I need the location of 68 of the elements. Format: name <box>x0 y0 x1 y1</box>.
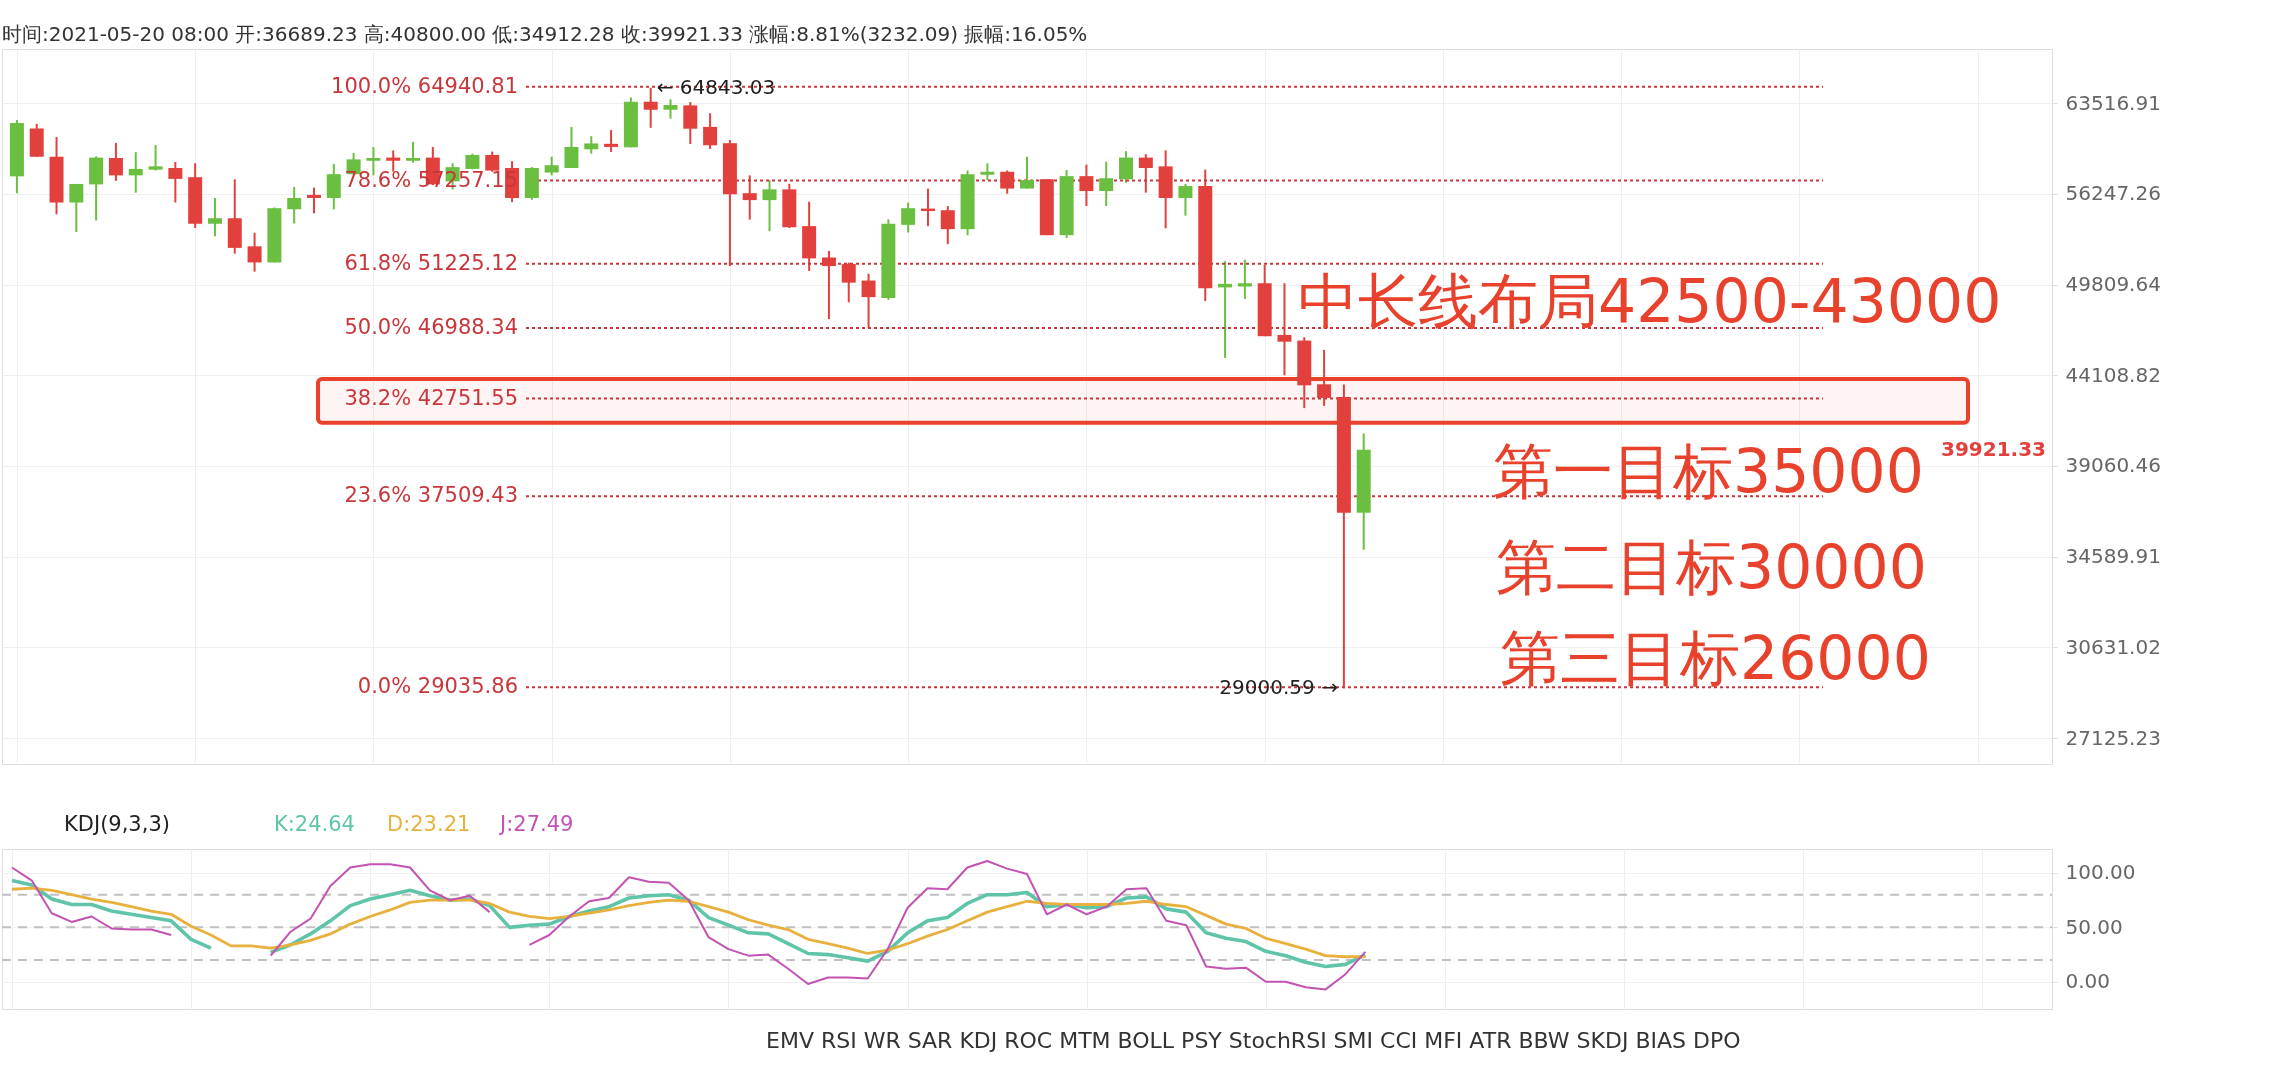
ref-line-label: 38.2% 42751.55 <box>344 385 518 410</box>
y-tick-label: 30631.02 <box>2065 634 2161 659</box>
text: J:27.49 <box>498 812 574 836</box>
y-tick-label: 39060.46 <box>2065 453 2161 478</box>
ref-line-label: 50.0% 46988.34 <box>344 315 518 340</box>
candlestick <box>485 150 500 173</box>
candlestick <box>406 140 421 164</box>
candlestick <box>703 112 718 150</box>
annotation: 第二目标30000 <box>1496 531 1927 602</box>
candlestick <box>1237 258 1252 300</box>
y-tick-label: 34589.91 <box>2065 544 2161 569</box>
candlestick <box>663 98 678 120</box>
candlestick <box>821 249 836 321</box>
candlestick <box>564 125 579 170</box>
y-tick-label: 27125.23 <box>2065 725 2161 750</box>
y-tick-label: 44108.82 <box>2065 362 2161 387</box>
candlestick <box>901 201 916 234</box>
candlestick <box>1079 163 1094 208</box>
annotation: 第三目标26000 <box>1500 623 1931 694</box>
candlestick <box>1099 160 1114 208</box>
candlestick <box>762 179 777 233</box>
candlestick <box>148 144 163 172</box>
candlestick <box>1000 169 1015 195</box>
candlestick <box>1119 150 1134 184</box>
ref-line-label: 61.8% 51225.12 <box>344 250 518 275</box>
line-series <box>10 886 1367 959</box>
y-tick-label: 50.00 <box>2065 914 2123 939</box>
candlestick <box>544 155 559 177</box>
candlestick <box>940 205 955 246</box>
annotation: 中长线布局42500-43000 <box>1298 265 2002 336</box>
text: EMV RSI WR SAR KDJ ROC MTM BOLL PSY StochRSI SMI CCI MFI ATR BBW SKDJ BIAS DPO <box>766 1028 1741 1053</box>
candlestick <box>168 161 183 204</box>
y-tick-label: 49809.64 <box>2065 272 2161 297</box>
ref-line-label: 23.6% 37509.43 <box>344 483 518 508</box>
candlestick <box>604 128 619 153</box>
candlestick <box>643 86 658 129</box>
text: D:23.21 <box>387 812 471 836</box>
text: 时间:2021-05-20 08:00 开:36689.23 高:40800.00 低:34912.28 收:39921.33 涨幅:8.81%(3232.09) 振幅:16.05% <box>2 22 1088 46</box>
candlestick <box>1317 348 1332 407</box>
candlestick <box>841 261 856 304</box>
legend-title: KDJ(9,3,3) <box>64 812 170 836</box>
y-tick-label: 0.00 <box>2065 969 2111 994</box>
candlestick <box>1020 155 1034 190</box>
candlestick <box>287 185 302 225</box>
y-tick-label: 63516.91 <box>2065 90 2161 115</box>
y-tick-label: 100.00 <box>2065 860 2136 885</box>
candlestick <box>742 174 757 221</box>
annotation: ← 64843.03 <box>656 74 776 99</box>
candlestick <box>69 182 84 233</box>
candlestick <box>326 163 341 211</box>
candlestick <box>247 231 262 273</box>
annotation: 29000.59 → <box>1219 675 1338 700</box>
text: K:24.64 <box>274 812 355 836</box>
candlestick <box>386 149 401 173</box>
candlestick <box>683 101 698 145</box>
candlestick <box>108 141 123 182</box>
candlestick <box>861 272 876 329</box>
candlestick <box>1277 282 1292 377</box>
ref-line-label: 0.0% 29035.86 <box>357 674 518 699</box>
candlestick <box>306 186 321 215</box>
candlestick <box>1178 182 1193 217</box>
annotation: 第一目标35000 <box>1493 436 1924 507</box>
candlestick <box>128 151 143 194</box>
candlestick <box>1138 153 1153 194</box>
candlestick <box>207 196 222 238</box>
ref-line-label: 100.0% 64940.81 <box>331 73 518 98</box>
annotation: 39921.33 <box>1940 437 2046 462</box>
y-tick-label: 56247.26 <box>2065 181 2161 206</box>
